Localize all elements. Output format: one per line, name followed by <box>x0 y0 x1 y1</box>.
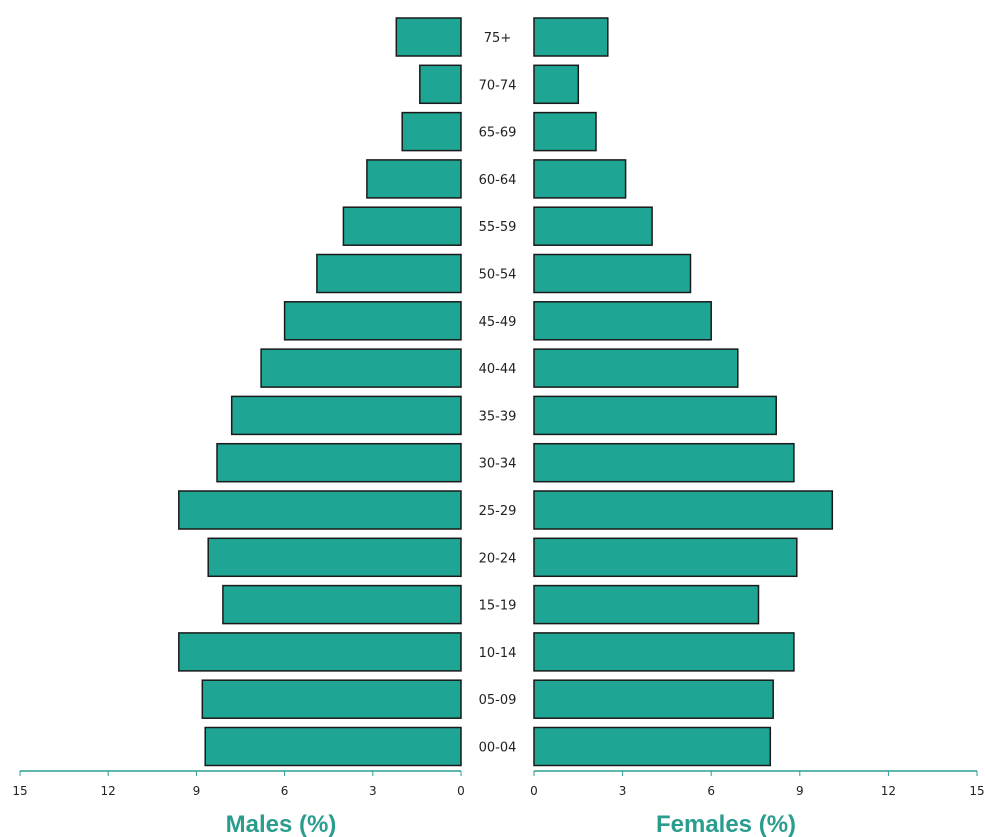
age-label-50-54: 50-54 <box>479 268 517 283</box>
female-bar-75 <box>533 17 609 57</box>
female-bar-20-24 <box>533 537 798 578</box>
male-bar-20-24 <box>207 537 462 578</box>
male-tick-label-9: 9 <box>193 784 201 798</box>
female-bars <box>533 17 834 767</box>
age-label-20-24: 20-24 <box>479 551 517 566</box>
male-bar-45-49 <box>283 301 462 341</box>
male-bar-55-59 <box>342 206 462 246</box>
male-tick-label-15: 15 <box>12 784 27 798</box>
female-tick-label-3: 3 <box>619 784 627 798</box>
female-bar-60-64 <box>533 159 627 199</box>
age-label-00-04: 00-04 <box>479 741 517 756</box>
male-bar-40-44 <box>260 348 462 388</box>
male-tick-label-12: 12 <box>101 784 116 798</box>
female-tick-label-9: 9 <box>796 784 804 798</box>
male-bar-25-29 <box>178 490 462 530</box>
age-label-40-44: 40-44 <box>479 362 517 377</box>
age-label-10-14: 10-14 <box>479 646 517 661</box>
female-bar-05-09 <box>533 679 774 719</box>
age-label-60-64: 60-64 <box>479 173 517 188</box>
male-axis-title: Males (%) <box>226 811 337 837</box>
male-bar-05-09 <box>201 679 462 719</box>
age-label-65-69: 65-69 <box>479 126 517 141</box>
age-label-55-59: 55-59 <box>479 220 517 235</box>
female-axis-title: Females (%) <box>656 811 796 837</box>
female-bar-55-59 <box>533 206 653 246</box>
female-bar-35-39 <box>533 395 777 436</box>
age-label-35-39: 35-39 <box>479 409 517 424</box>
age-label-70-74: 70-74 <box>479 78 517 93</box>
female-bar-00-04 <box>533 726 772 767</box>
male-bar-35-39 <box>230 395 462 436</box>
female-bar-30-34 <box>533 442 795 483</box>
female-bar-70-74 <box>533 64 580 105</box>
male-bar-60-64 <box>366 159 462 199</box>
female-tick-label-15: 15 <box>969 784 984 798</box>
female-tick-label-6: 6 <box>707 784 715 798</box>
male-tick-label-0: 0 <box>457 784 465 798</box>
age-label-25-29: 25-29 <box>479 504 517 519</box>
female-bar-25-29 <box>533 490 834 530</box>
age-label-45-49: 45-49 <box>479 315 517 330</box>
male-tick-label-3: 3 <box>369 784 377 798</box>
male-bar-30-34 <box>216 442 462 483</box>
male-bar-70-74 <box>419 64 462 105</box>
male-bar-15-19 <box>222 584 462 625</box>
male-bar-75 <box>395 17 462 57</box>
age-group-labels: 75+ 70-74 65-69 60-64 55-59 50-54 45-49 40-44 35… <box>479 31 517 756</box>
male-tick-label-6: 6 <box>281 784 289 798</box>
female-tick-label-12: 12 <box>881 784 896 798</box>
male-bars <box>178 17 462 767</box>
age-label-75: 75+ <box>484 31 511 46</box>
female-bar-40-44 <box>533 348 739 388</box>
male-bar-10-14 <box>178 632 462 672</box>
male-bar-00-04 <box>204 726 462 767</box>
age-label-05-09: 05-09 <box>479 693 517 708</box>
male-axis: 15 12 9 6 3 0 <box>12 770 465 798</box>
female-tick-label-0: 0 <box>530 784 538 798</box>
male-bar-65-69 <box>401 111 462 152</box>
female-bar-45-49 <box>533 301 712 341</box>
female-bar-65-69 <box>533 111 597 152</box>
age-label-15-19: 15-19 <box>479 599 517 614</box>
male-bar-50-54 <box>316 253 462 294</box>
female-bar-15-19 <box>533 584 760 625</box>
age-label-30-34: 30-34 <box>479 457 517 472</box>
female-bar-10-14 <box>533 632 795 672</box>
female-bar-50-54 <box>533 253 692 294</box>
female-axis: 0 3 6 9 12 15 <box>530 770 985 798</box>
